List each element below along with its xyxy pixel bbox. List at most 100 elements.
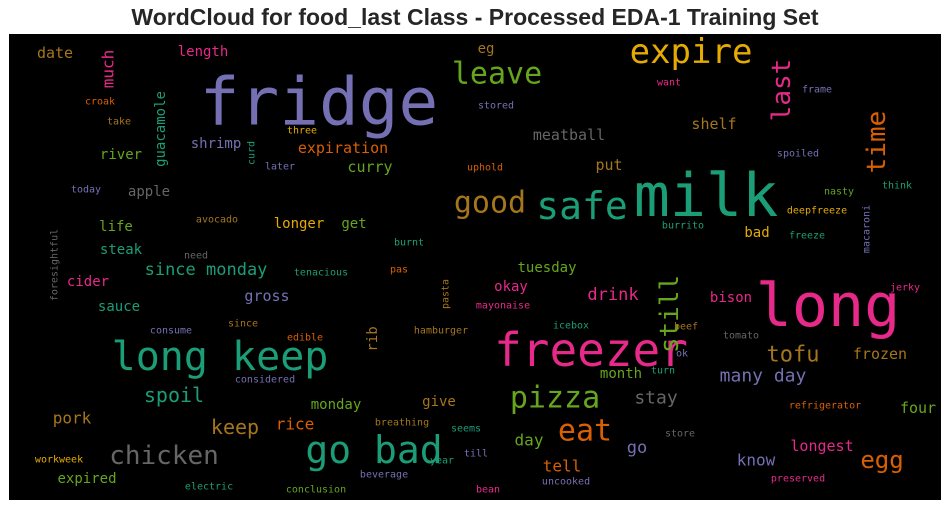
word-rice: rice — [276, 415, 315, 434]
word-nasty: nasty — [824, 187, 854, 198]
word-pork: pork — [53, 409, 92, 428]
word-milk: milk — [634, 161, 779, 231]
wordcloud-words: fridge milk long freezer long keep go bad expi… — [35, 34, 936, 496]
word-four: four — [900, 399, 936, 417]
word-fridge: fridge — [200, 64, 438, 141]
word-stay: stay — [634, 388, 678, 409]
word-need: need — [184, 251, 208, 262]
word-tuesday: tuesday — [517, 260, 576, 276]
word-go: go — [627, 438, 647, 458]
word-year: year — [430, 456, 454, 467]
word-okay: okay — [494, 279, 528, 295]
word-guacamole: guacamole — [153, 91, 169, 167]
word-egg: egg — [860, 446, 903, 474]
word-eg: eg — [478, 41, 495, 57]
word-longer: longer — [274, 216, 325, 232]
word-spoil: spoil — [144, 383, 204, 407]
word-stored: stored — [478, 101, 514, 112]
word-tomato: tomato — [723, 331, 759, 342]
word-bad: bad — [744, 225, 769, 241]
word-river: river — [100, 147, 142, 163]
word-much: much — [99, 50, 118, 89]
word-go-bad: go bad — [305, 428, 442, 472]
word-gross: gross — [244, 287, 289, 305]
word-expiration: expiration — [298, 139, 388, 157]
word-freezer: freezer — [494, 323, 688, 377]
word-seems: seems — [451, 424, 481, 435]
word-pasta: pasta — [441, 279, 452, 309]
word-since: since — [228, 319, 258, 330]
chart-title: WordCloud for food_last Class - Processe… — [131, 4, 819, 30]
word-macaroni: macaroni — [862, 205, 873, 253]
word-since-monday: since monday — [145, 260, 268, 280]
word-frame: frame — [802, 85, 832, 96]
word-drink: drink — [587, 285, 638, 305]
word-pas: pas — [390, 265, 408, 276]
word-conclusion: conclusion — [286, 485, 346, 496]
word-burrito: burrito — [662, 221, 704, 232]
word-apple: apple — [128, 184, 170, 200]
word-shelf: shelf — [691, 115, 736, 133]
word-freeze: freeze — [789, 231, 825, 242]
word-month: month — [600, 366, 642, 382]
word-bison: bison — [710, 290, 752, 306]
word-beef: beef — [674, 322, 698, 333]
word-still: still — [655, 275, 685, 353]
word-long: long — [756, 271, 901, 341]
word-tofu: tofu — [767, 343, 820, 368]
word-uphold: uphold — [467, 163, 503, 174]
word-today: today — [71, 185, 101, 196]
word-breathing: breathing — [375, 418, 429, 429]
word-later: later — [265, 162, 295, 173]
word-expired: expired — [57, 471, 116, 487]
word-meatball: meatball — [533, 126, 605, 144]
word-cider: cider — [67, 274, 109, 290]
word-sauce: sauce — [98, 299, 140, 315]
word-steak: steak — [100, 242, 143, 258]
word-expire: expire — [630, 34, 753, 72]
word-leave: leave — [452, 57, 542, 92]
word-foresightful: foresightful — [50, 229, 61, 301]
word-frozen: frozen — [853, 345, 907, 363]
word-hamburger: hamburger — [414, 326, 468, 337]
word-store: store — [665, 429, 695, 440]
word-safe: safe — [536, 184, 628, 228]
word-pizza: pizza — [510, 381, 600, 416]
word-monday: monday — [311, 397, 362, 413]
word-edible: edible — [287, 333, 323, 344]
word-beverage: beverage — [360, 470, 408, 481]
word-length: length — [178, 44, 229, 60]
word-think: think — [882, 181, 912, 192]
word-croak: croak — [85, 97, 115, 108]
word-chicken: chicken — [109, 441, 219, 471]
word-tenacious: tenacious — [294, 268, 348, 279]
word-bean: bean — [476, 485, 500, 496]
word-put: put — [595, 156, 622, 174]
word-electric: electric — [185, 482, 233, 493]
word-get: get — [341, 216, 366, 232]
word-refrigerator: refrigerator — [789, 401, 861, 412]
word-avocado: avocado — [196, 215, 238, 226]
word-shrimp: shrimp — [191, 136, 242, 152]
word-consume: consume — [150, 326, 192, 337]
word-long-keep: long keep — [112, 334, 329, 380]
word-day: day — [515, 431, 544, 450]
word-curry: curry — [347, 158, 392, 176]
word-know: know — [737, 451, 776, 470]
word-curd: curd — [247, 141, 258, 165]
word-deepfreeze: deepfreeze — [787, 206, 847, 217]
word-jerky: jerky — [890, 283, 920, 294]
word-burnt: burnt — [394, 238, 424, 249]
word-workweek: workweek — [35, 455, 83, 466]
word-good: good — [454, 186, 526, 221]
word-take: take — [107, 117, 131, 128]
word-turn: turn — [651, 366, 675, 377]
word-give: give — [422, 394, 456, 410]
word-preserved: preserved — [771, 474, 825, 485]
word-three: three — [287, 126, 317, 137]
word-life: life — [99, 219, 133, 235]
word-many-day: many day — [720, 366, 807, 387]
word-icebox: icebox — [553, 321, 589, 332]
word-ok: ok — [676, 349, 688, 360]
word-want: want — [657, 78, 681, 89]
